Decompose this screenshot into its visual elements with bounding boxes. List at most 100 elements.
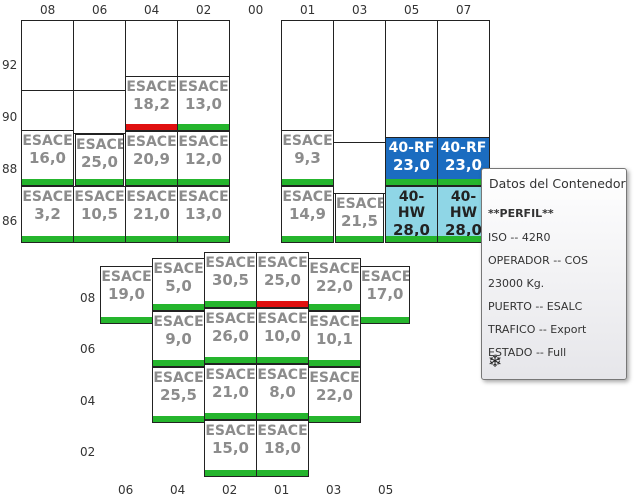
container-code: ESACE <box>361 269 410 285</box>
container-code: ESACE <box>282 189 333 205</box>
container-weight: 10,5 <box>80 205 118 223</box>
container-r01-t88[interactable]: ESACE 9,3 <box>281 130 334 186</box>
container-weight: 26,0 <box>211 327 249 345</box>
status-strip <box>126 179 177 185</box>
container-weight: 23,0 <box>392 156 430 174</box>
container-code: ESACE <box>282 133 333 149</box>
tier-label-86: 86 <box>2 214 18 228</box>
container-r02-t88[interactable]: ESACE 12,0 <box>177 131 230 186</box>
hold-r04-t08[interactable]: ESACE 5,0 <box>152 258 205 311</box>
status-strip <box>386 179 437 185</box>
slot-r04-t92[interactable] <box>125 20 178 77</box>
slot-r08-t92[interactable] <box>21 20 74 91</box>
hold-tier-label-06: 06 <box>80 342 96 356</box>
status-strip <box>74 236 125 242</box>
hold-r01-t02[interactable]: ESACE 18,0 <box>256 420 309 477</box>
hold-r02-t06[interactable]: ESACE 26,0 <box>204 308 257 364</box>
slot-r06-t92[interactable] <box>73 20 126 91</box>
hold-row-label-03: 03 <box>326 483 342 497</box>
status-strip <box>178 236 229 242</box>
tooltip-estado: ESTADO -- Full <box>488 346 567 359</box>
row-label-00: 00 <box>248 3 264 17</box>
status-strip <box>257 470 308 476</box>
container-weight: 21,0 <box>132 205 170 223</box>
hold-r04-t04[interactable]: ESACE 25,5 <box>152 367 205 423</box>
slot-r01-t92[interactable] <box>281 20 334 131</box>
status-strip <box>126 124 177 130</box>
container-code: ESACE <box>22 133 73 149</box>
container-weight: 28,0 <box>392 221 430 239</box>
container-weight: 16,0 <box>28 149 66 167</box>
container-r02-t90[interactable]: ESACE 13,0 <box>177 76 230 131</box>
hold-r02-t08[interactable]: ESACE 30,5 <box>204 252 257 308</box>
container-weight: 25,0 <box>263 271 301 289</box>
status-strip <box>205 470 256 476</box>
slot-r03-t88[interactable] <box>333 142 386 194</box>
hold-r03-t04[interactable]: ESACE 22,0 <box>308 367 361 423</box>
hold-r02-t04[interactable]: ESACE 21,0 <box>204 364 257 420</box>
container-r03-t86[interactable]: ESACE 21,5 <box>335 193 384 243</box>
status-strip <box>336 236 383 242</box>
container-code: ESACE <box>126 189 177 205</box>
container-code: ESACE <box>205 423 256 439</box>
container-weight: 10,0 <box>263 327 301 345</box>
slot-r06-t90[interactable] <box>73 90 126 134</box>
container-weight: 5,0 <box>165 277 192 295</box>
container-r08-t88[interactable]: ESACE 16,0 <box>21 130 74 186</box>
container-r08-t86[interactable]: ESACE 3,2 <box>21 186 74 243</box>
status-strip <box>361 317 409 323</box>
status-strip <box>178 124 229 130</box>
container-code: 40-RF <box>388 140 435 156</box>
container-r04-t90[interactable]: ESACE 18,2 <box>125 76 178 131</box>
slot-r08-t90[interactable] <box>21 90 74 132</box>
hold-r06-t08[interactable]: ESACE 19,0 <box>100 266 153 324</box>
container-code: ESACE <box>178 134 229 150</box>
container-details-tooltip: Datos del Contenedor **PERFIL** ISO -- 4… <box>481 168 627 380</box>
container-weight: 30,5 <box>211 271 249 289</box>
row-label-05: 05 <box>404 3 420 17</box>
container-weight: 9,0 <box>165 330 192 348</box>
container-code: ESACE <box>153 370 204 386</box>
container-code: ESACE <box>178 79 229 95</box>
container-code: ESACE <box>178 189 229 205</box>
container-r01-t86[interactable]: ESACE 14,9 <box>281 186 334 243</box>
container-r06-t86[interactable]: ESACE 10,5 <box>73 186 126 243</box>
tier-label-88: 88 <box>2 162 18 176</box>
status-strip <box>309 304 360 310</box>
container-code: ESACE <box>257 255 308 271</box>
container-r05-t86[interactable]: 40-HW 28,0 <box>385 186 438 243</box>
slot-r07-t92[interactable] <box>437 20 490 138</box>
row-label-01: 01 <box>300 3 316 17</box>
container-weight: 15,0 <box>211 439 249 457</box>
hold-r03-t08[interactable]: ESACE 22,0 <box>308 258 361 311</box>
hold-r01-t08[interactable]: ESACE 25,0 <box>256 252 309 308</box>
hold-tier-label-02: 02 <box>80 445 96 459</box>
container-weight: 21,5 <box>340 212 378 230</box>
hold-r05-t08[interactable]: ESACE 17,0 <box>360 266 410 324</box>
container-code: ESACE <box>205 367 256 383</box>
slot-r05-t92[interactable] <box>385 20 438 138</box>
container-r05-t88[interactable]: 40-RF 23,0 <box>385 137 438 186</box>
tooltip-iso: ISO -- 42R0 <box>488 231 551 244</box>
hold-r04-t06[interactable]: ESACE 9,0 <box>152 311 205 367</box>
container-r02-t86[interactable]: ESACE 13,0 <box>177 186 230 243</box>
container-weight: 28,0 <box>444 221 482 239</box>
slot-r03-t92[interactable] <box>333 20 386 143</box>
container-weight: 22,0 <box>315 386 353 404</box>
hold-r01-t04[interactable]: ESACE 8,0 <box>256 364 309 420</box>
container-code: 40-HW <box>397 189 426 221</box>
container-r04-t86[interactable]: ESACE 21,0 <box>125 186 178 243</box>
row-label-04: 04 <box>144 3 160 17</box>
status-strip <box>205 301 256 307</box>
container-r07-t88[interactable]: 40-RF 23,0 <box>437 137 490 186</box>
hold-r02-t02[interactable]: ESACE 15,0 <box>204 420 257 477</box>
hold-r03-t06[interactable]: ESACE 10,1 <box>308 311 361 367</box>
container-r04-t88[interactable]: ESACE 20,9 <box>125 131 178 186</box>
hold-row-label-01: 01 <box>274 483 290 497</box>
slot-r02-t92[interactable] <box>177 20 230 77</box>
hold-r01-t06[interactable]: ESACE 10,0 <box>256 308 309 364</box>
tooltip-operador: OPERADOR -- COS <box>488 254 588 267</box>
tooltip-perfil: **PERFIL** <box>488 207 554 220</box>
status-strip <box>22 179 73 185</box>
container-r06-t88[interactable]: ESACE 25,0 <box>75 134 124 186</box>
